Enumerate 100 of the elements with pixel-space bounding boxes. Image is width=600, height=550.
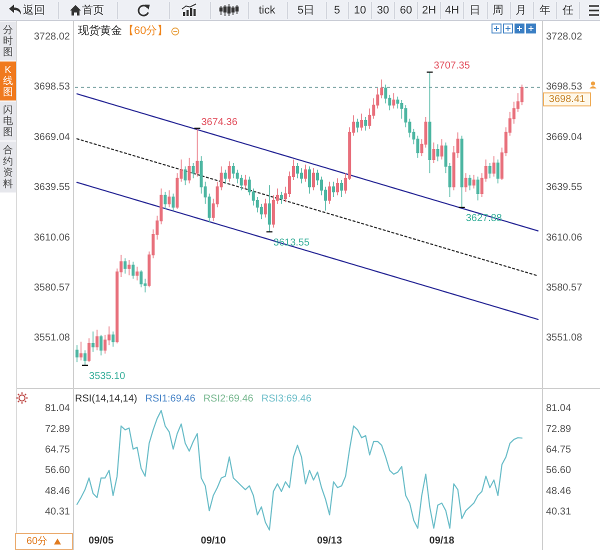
candlestick	[128, 260, 131, 276]
line-series	[76, 182, 539, 320]
y2-tick-label: 81.04	[546, 403, 572, 414]
candlestick	[432, 142, 436, 164]
text: 首页	[82, 4, 104, 16]
candlestick	[364, 116, 368, 132]
y2-tick-label: 3728.02	[546, 31, 583, 42]
y2-tick-label: 3698.53	[546, 82, 583, 93]
candlestick	[240, 174, 243, 191]
candlestick	[492, 156, 496, 177]
y-tick-label: 81.04	[44, 403, 70, 414]
candlestick	[280, 192, 283, 204]
text: K线图	[3, 64, 13, 98]
candlestick	[112, 331, 115, 348]
y2-tick-label: 3580.57	[546, 282, 583, 294]
y-tick-label: 56.60	[44, 465, 70, 476]
x-tick-label: 09/10	[200, 536, 226, 546]
line-series	[76, 93, 539, 232]
line-series	[76, 138, 539, 276]
text: 2H	[422, 4, 436, 16]
annotation: 3627.88	[466, 212, 502, 224]
candlestick	[312, 168, 316, 191]
candlestick	[168, 190, 171, 208]
y-tick-label: 3728.02	[34, 31, 70, 42]
y-tick-label: 3698.53	[34, 82, 70, 93]
candlestick	[244, 174, 247, 189]
candlestick	[468, 174, 472, 191]
y-tick-label: 64.75	[44, 444, 70, 456]
candlestick	[192, 162, 195, 179]
y-tick-label: 3639.55	[34, 182, 70, 194]
text: 年	[540, 4, 550, 16]
y-tick-label: 3580.57	[34, 282, 70, 294]
text: 合约资料	[3, 144, 13, 190]
y2-tick-label: 72.89	[546, 424, 572, 435]
candlestick	[332, 181, 336, 198]
text: 周	[492, 4, 504, 16]
text: 任	[562, 4, 574, 16]
candlestick	[92, 331, 95, 352]
candlestick	[124, 258, 127, 274]
y-tick-label: 3610.06	[34, 232, 70, 244]
y-tick-label: 72.89	[44, 424, 70, 435]
candlestick	[496, 159, 500, 184]
line-series	[76, 410, 523, 531]
annotation: 3674.36	[201, 116, 238, 128]
text: 分时图	[3, 23, 13, 58]
x-tick-label: 09/18	[429, 536, 455, 546]
candlestick	[184, 166, 187, 186]
candlestick	[476, 176, 480, 201]
candlestick	[80, 341, 83, 361]
text: 60分	[26, 535, 48, 547]
annotation: 3535.10	[89, 370, 126, 382]
candlestick	[100, 334, 103, 356]
candlestick	[76, 344, 79, 363]
chart-subtitle: 【60分】	[123, 24, 168, 37]
text: 月	[516, 4, 526, 16]
candlestick	[488, 162, 492, 179]
candlestick	[264, 198, 267, 218]
chart-title: 现货黄金	[78, 24, 122, 37]
text: 返回	[23, 4, 45, 16]
y2-tick-label: 48.46	[546, 486, 572, 497]
y2-tick-label: 40.31	[546, 506, 572, 518]
x-tick-label: 09/05	[88, 536, 114, 546]
candlestick	[224, 169, 227, 184]
candlestick	[308, 166, 312, 194]
y-tick-label: 3551.08	[34, 332, 70, 344]
text: 10	[354, 4, 366, 16]
candlestick	[96, 329, 99, 351]
y2-tick-label: 3669.04	[546, 132, 583, 143]
candlestick	[472, 174, 476, 189]
text: 闪电图	[3, 103, 13, 138]
candlestick	[440, 138, 444, 160]
candlestick	[304, 164, 307, 182]
annotation: RSI1:69.46	[145, 394, 196, 404]
candlestick	[136, 266, 139, 281]
text: tick	[258, 4, 276, 16]
candlestick	[340, 180, 344, 198]
candlestick	[336, 178, 340, 196]
candlestick	[464, 172, 468, 192]
y-tick-label: 40.31	[44, 506, 70, 518]
candlestick	[392, 92, 396, 109]
text: 5	[334, 4, 340, 16]
y-tick-label: 48.46	[44, 486, 70, 497]
x-tick-label: 09/13	[317, 536, 342, 546]
annotation: RSI(14,14,14)	[75, 394, 138, 404]
y2-tick-label: 3610.06	[546, 232, 583, 244]
candlestick	[228, 160, 231, 182]
ref-line-label: 3698.41	[548, 94, 586, 105]
candlestick	[132, 261, 135, 280]
annotation: RSI2:69.46	[203, 394, 254, 404]
y-tick-label: 3669.04	[34, 132, 70, 143]
text: 5日	[297, 4, 315, 16]
text: 4H	[444, 4, 460, 16]
text: 30	[376, 4, 390, 16]
y2-tick-label: 3639.55	[546, 182, 583, 194]
candlestick	[436, 144, 440, 162]
y2-tick-label: 3551.08	[546, 332, 583, 344]
candlestick	[172, 193, 175, 212]
y2-tick-label: 56.60	[546, 465, 572, 476]
candlestick	[188, 157, 191, 184]
candlestick	[356, 118, 360, 133]
